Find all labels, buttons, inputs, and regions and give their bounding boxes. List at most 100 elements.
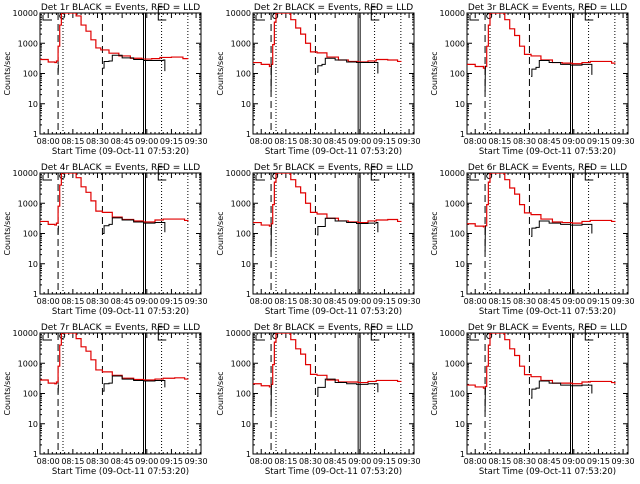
- x-tick-label: 08:00: [250, 137, 273, 146]
- x-tick-label: 08:45: [324, 137, 347, 146]
- y-tick-label: 10: [455, 260, 465, 269]
- y-axis-label: Counts/sec: [3, 211, 12, 255]
- plot-frame: [40, 173, 201, 294]
- panel-det-6: Det 6r BLACK = Events, RED = LLD11010010…: [430, 163, 635, 317]
- x-tick-label: 09:30: [398, 457, 421, 466]
- x-tick-label: 08:45: [324, 457, 347, 466]
- x-tick-label: 09:30: [185, 457, 208, 466]
- x-tick-label: 08:30: [299, 137, 322, 146]
- x-tick-label: 09:15: [160, 137, 183, 146]
- x-tick-label: 08:15: [274, 297, 297, 306]
- x-tick-label: 08:45: [538, 297, 561, 306]
- x-tick-label: 09:00: [135, 297, 158, 306]
- panel-det-1: Det 1r BLACK = Events, RED = LLD11010010…: [3, 3, 208, 157]
- y-tick-label: 10000: [226, 169, 251, 178]
- x-tick-label: 09:00: [348, 457, 371, 466]
- lld-series-line: [467, 173, 615, 227]
- plot-frame: [253, 173, 414, 294]
- x-tick-label: 09:30: [398, 137, 421, 146]
- x-tick-label: 09:00: [135, 457, 158, 466]
- x-tick-label: 08:15: [488, 457, 511, 466]
- events-series-line: [102, 55, 164, 71]
- attenuator-marker: [60, 334, 65, 339]
- x-tick-label: 09:30: [612, 297, 635, 306]
- y-tick-label: 100: [236, 230, 251, 239]
- attenuator-marker: [487, 14, 492, 19]
- x-tick-label: 08:15: [61, 297, 84, 306]
- y-tick-label: 10: [241, 420, 251, 429]
- x-tick-label: 09:15: [373, 297, 396, 306]
- attenuator-marker: [43, 175, 52, 180]
- x-tick-label: 08:30: [513, 137, 536, 146]
- y-tick-label: 10: [241, 100, 251, 109]
- y-axis-label: Counts/sec: [430, 371, 439, 415]
- x-axis-label: Start Time (09-Oct-11 07:53:20): [265, 307, 402, 317]
- x-tick-label: 08:15: [274, 137, 297, 146]
- attenuator-marker: [60, 174, 65, 179]
- x-tick-label: 09:30: [398, 297, 421, 306]
- panel-det-2: Det 2r BLACK = Events, RED = LLD11010010…: [216, 3, 421, 157]
- y-tick-label: 1000: [231, 359, 251, 368]
- y-tick-label: 10000: [13, 169, 38, 178]
- plot-frame: [467, 333, 628, 454]
- lld-series-line: [467, 13, 615, 68]
- lld-series-line: [40, 173, 188, 225]
- x-tick-label: 08:00: [464, 297, 487, 306]
- attenuator-marker: [470, 175, 479, 180]
- panel-title: Det 1r BLACK = Events, RED = LLD: [41, 3, 200, 13]
- panel-title: Det 8r BLACK = Events, RED = LLD: [254, 323, 413, 333]
- x-tick-label: 08:45: [538, 137, 561, 146]
- attenuator-marker: [470, 15, 479, 20]
- y-tick-label: 10000: [440, 169, 465, 178]
- x-axis-label: Start Time (09-Oct-11 07:53:20): [265, 467, 402, 477]
- x-tick-label: 09:15: [160, 457, 183, 466]
- x-tick-label: 08:30: [513, 457, 536, 466]
- x-tick-label: 08:30: [513, 297, 536, 306]
- y-tick-label: 10: [455, 420, 465, 429]
- y-tick-label: 10: [28, 420, 38, 429]
- attenuator-marker: [487, 174, 492, 179]
- y-tick-label: 10: [28, 260, 38, 269]
- x-tick-label: 08:15: [61, 137, 84, 146]
- panel-title: Det 9r BLACK = Events, RED = LLD: [468, 323, 627, 333]
- y-tick-label: 1000: [445, 39, 465, 48]
- x-tick-label: 09:15: [587, 457, 610, 466]
- x-tick-label: 09:30: [612, 457, 635, 466]
- x-tick-label: 09:00: [348, 297, 371, 306]
- x-tick-label: 08:00: [250, 297, 273, 306]
- y-tick-label: 100: [23, 390, 38, 399]
- y-tick-label: 1000: [18, 359, 38, 368]
- plot-frame: [253, 13, 414, 134]
- y-tick-label: 10: [241, 260, 251, 269]
- plot-frame: [253, 333, 414, 454]
- y-tick-label: 1000: [18, 39, 38, 48]
- y-tick-label: 1000: [231, 199, 251, 208]
- attenuator-marker: [273, 174, 278, 179]
- events-series-line: [531, 221, 592, 236]
- y-tick-label: 1000: [18, 199, 38, 208]
- x-tick-label: 08:15: [61, 457, 84, 466]
- x-tick-label: 08:30: [299, 457, 322, 466]
- attenuator-marker: [60, 14, 65, 19]
- plot-frame: [40, 13, 201, 134]
- attenuator-marker: [273, 334, 278, 339]
- x-tick-label: 08:30: [86, 457, 109, 466]
- y-tick-label: 100: [23, 230, 38, 239]
- x-tick-label: 08:15: [274, 457, 297, 466]
- x-axis-label: Start Time (09-Oct-11 07:53:20): [52, 307, 189, 317]
- panel-title: Det 5r BLACK = Events, RED = LLD: [254, 163, 413, 173]
- y-tick-label: 10000: [13, 329, 38, 338]
- x-tick-label: 09:00: [348, 137, 371, 146]
- plot-frame: [467, 173, 628, 294]
- panel-det-5: Det 5r BLACK = Events, RED = LLD11010010…: [216, 163, 421, 317]
- y-tick-label: 100: [450, 70, 465, 79]
- y-axis-label: Counts/sec: [430, 51, 439, 95]
- y-tick-label: 1000: [445, 199, 465, 208]
- y-tick-label: 100: [23, 70, 38, 79]
- x-tick-label: 08:00: [464, 137, 487, 146]
- attenuator-marker: [487, 334, 492, 339]
- y-tick-label: 10000: [226, 329, 251, 338]
- y-axis-label: Counts/sec: [3, 371, 12, 415]
- panel-title: Det 7r BLACK = Events, RED = LLD: [41, 323, 200, 333]
- y-tick-label: 1000: [231, 39, 251, 48]
